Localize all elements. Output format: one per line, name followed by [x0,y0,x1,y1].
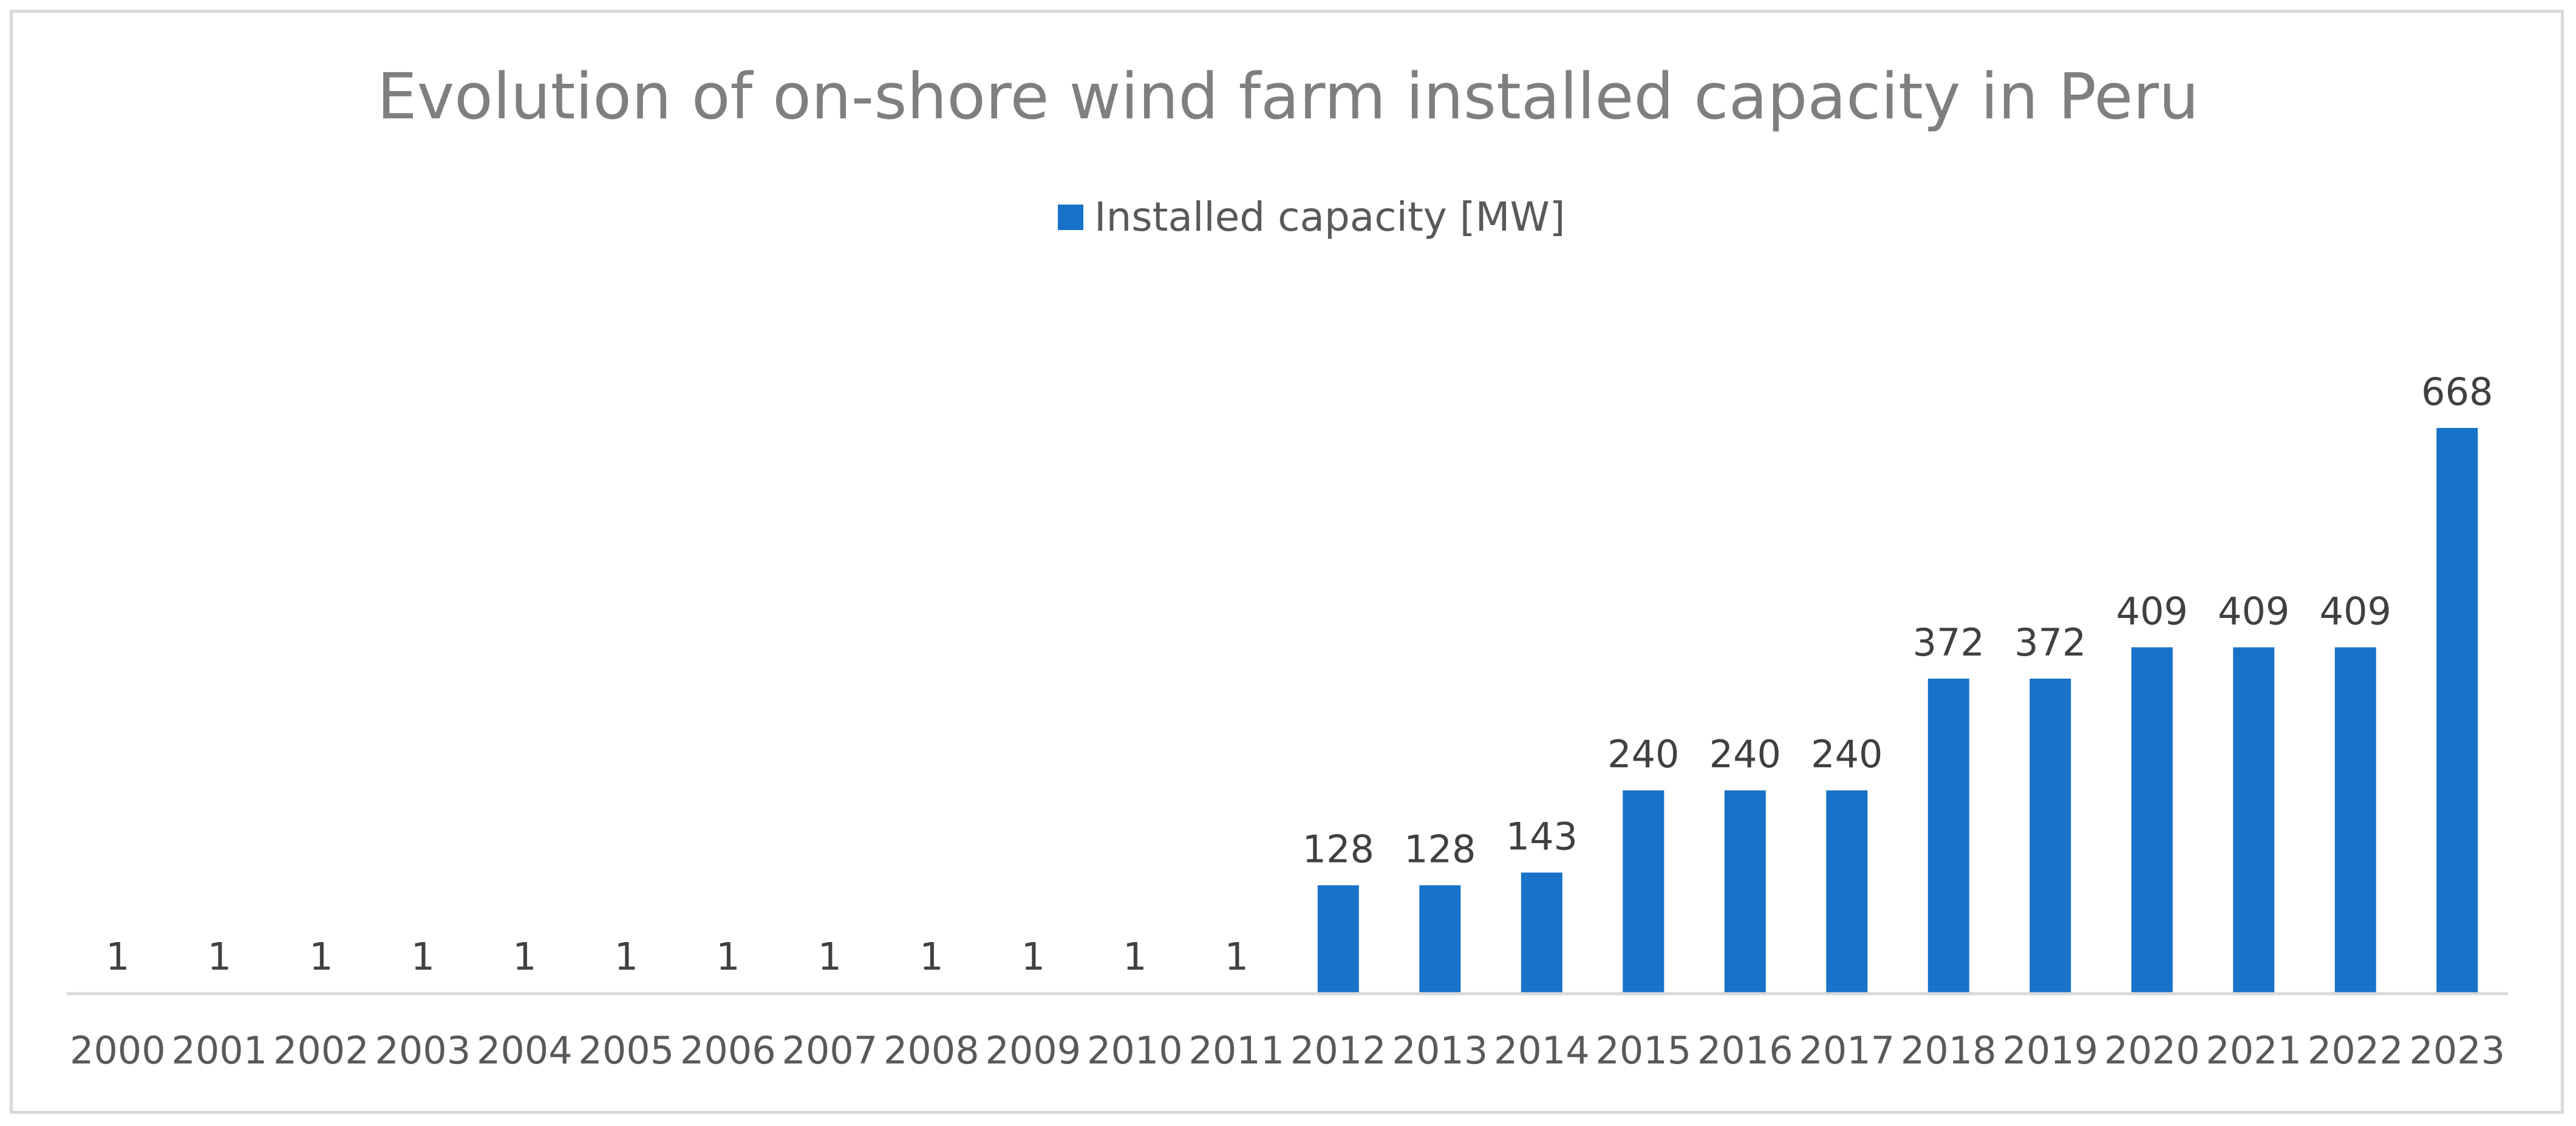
bar-2022 [2334,647,2376,994]
data-label-2005: 1 [615,935,638,979]
bar-2016 [1724,790,1766,994]
data-label-2004: 1 [513,935,536,979]
data-label-2018: 372 [1913,620,1985,665]
bar-2018 [1927,679,1969,994]
legend-swatch [1058,205,1083,230]
bars-group [97,428,2478,994]
x-tick-label-2005: 2005 [578,1028,674,1073]
bar-2014 [1521,872,1562,994]
data-label-2016: 240 [1709,732,1781,776]
legend-label: Installed capacity [MW] [1094,194,1565,240]
bar-2013 [1419,885,1461,994]
x-tick-label-2023: 2023 [2409,1028,2505,1073]
x-tick-label-2013: 2013 [1392,1028,1488,1073]
bar-2017 [1826,790,1868,994]
chart-title: Evolution of on-shore wind farm installe… [377,59,2199,134]
x-tick-label-2016: 2016 [1697,1028,1793,1073]
x-tick-label-2020: 2020 [2104,1028,2200,1073]
bar-2015 [1623,790,1665,994]
x-tick-label-2017: 2017 [1799,1028,1895,1073]
bar-2023 [2436,428,2478,994]
data-label-2002: 1 [309,935,333,979]
x-tick-label-2004: 2004 [477,1028,573,1073]
x-tick-labels-group: 2000 2001 2002 2003 2004 2005 2006 2007 2008 2009… [70,1028,2505,1073]
data-label-2022: 409 [2320,589,2391,633]
bar-2020 [2131,647,2173,994]
x-tick-label-2010: 2010 [1087,1028,1183,1073]
data-label-2020: 409 [2116,589,2188,633]
x-tick-label-2009: 2009 [985,1028,1081,1073]
bar-2021 [2233,647,2275,994]
x-tick-label-2014: 2014 [1494,1028,1590,1073]
bar-2019 [2029,679,2071,994]
data-label-2014: 143 [1506,815,1578,859]
data-label-2006: 1 [716,935,740,979]
bar-2012 [1317,885,1359,994]
data-label-2015: 240 [1607,732,1679,776]
data-label-2000: 1 [106,935,129,979]
data-label-2021: 409 [2218,589,2289,633]
legend: Installed capacity [MW] [1058,194,1565,240]
x-tick-label-2000: 2000 [70,1028,166,1073]
x-tick-label-2006: 2006 [680,1028,776,1073]
data-label-2007: 1 [818,935,842,979]
data-label-2019: 372 [2014,620,2086,665]
data-label-2009: 1 [1021,935,1045,979]
x-tick-label-2001: 2001 [171,1028,267,1073]
data-label-2023: 668 [2421,370,2493,414]
x-tick-label-2007: 2007 [782,1028,877,1073]
data-label-2017: 240 [1811,732,1883,776]
data-label-2011: 1 [1225,935,1249,979]
data-label-2010: 1 [1123,935,1147,979]
x-tick-label-2012: 2012 [1290,1028,1386,1073]
data-label-2001: 1 [208,935,231,979]
x-tick-label-2008: 2008 [884,1028,980,1073]
data-label-2008: 1 [919,935,943,979]
data-labels-group: 1 1 1 1 1 1 1 1 1 1 1 1 128 128 143 240 240 240 372 372 409 4… [106,370,2493,979]
x-tick-label-2019: 2019 [2002,1028,2098,1073]
data-label-2003: 1 [411,935,435,979]
x-tick-label-2022: 2022 [2308,1028,2404,1073]
data-label-2012: 128 [1303,827,1374,871]
x-tick-label-2011: 2011 [1188,1028,1284,1073]
x-tick-label-2021: 2021 [2206,1028,2302,1073]
x-tick-label-2015: 2015 [1595,1028,1691,1073]
data-label-2013: 128 [1404,827,1476,871]
x-tick-label-2018: 2018 [1901,1028,1997,1073]
x-tick-label-2002: 2002 [273,1028,369,1073]
x-tick-label-2003: 2003 [375,1028,471,1073]
